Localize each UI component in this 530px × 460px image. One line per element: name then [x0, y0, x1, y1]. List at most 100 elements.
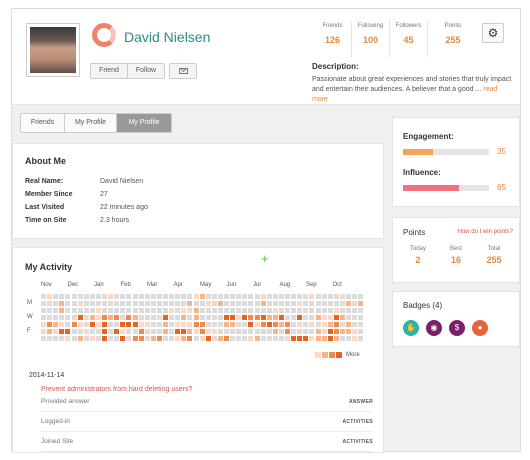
heatmap-cell[interactable] [211, 294, 217, 299]
heatmap-cell[interactable] [71, 315, 77, 320]
heatmap-cell[interactable] [187, 329, 193, 334]
heatmap-cell[interactable] [126, 322, 132, 327]
heatmap-cell[interactable] [315, 329, 321, 334]
heatmap-cell[interactable] [169, 336, 175, 341]
heatmap-cell[interactable] [126, 308, 132, 313]
heatmap-cell[interactable] [303, 336, 309, 341]
heatmap-cell[interactable] [236, 294, 242, 299]
heatmap-cell[interactable] [144, 322, 150, 327]
heatmap-cell[interactable] [236, 308, 242, 313]
heatmap-cell[interactable] [333, 301, 339, 306]
heatmap-cell[interactable] [83, 322, 89, 327]
heatmap-cell[interactable] [205, 329, 211, 334]
heatmap-cell[interactable] [169, 322, 175, 327]
heatmap-cell[interactable] [260, 301, 266, 306]
heatmap-cell[interactable] [89, 329, 95, 334]
heatmap-cell[interactable] [327, 301, 333, 306]
heatmap-cell[interactable] [108, 301, 114, 306]
heatmap-cell[interactable] [59, 294, 65, 299]
heatmap-cell[interactable] [114, 294, 120, 299]
heatmap-cell[interactable] [248, 322, 254, 327]
heatmap-cell[interactable] [71, 301, 77, 306]
heatmap-cell[interactable] [169, 301, 175, 306]
heatmap-cell[interactable] [358, 294, 364, 299]
heatmap-cell[interactable] [278, 315, 284, 320]
friend-button[interactable]: Friend [90, 63, 128, 79]
heatmap-cell[interactable] [77, 308, 83, 313]
heatmap-cell[interactable] [242, 322, 248, 327]
heatmap-cell[interactable] [150, 329, 156, 334]
heatmap-cell[interactable] [309, 294, 315, 299]
heatmap-cell[interactable] [297, 308, 303, 313]
heatmap-cell[interactable] [77, 329, 83, 334]
heatmap-cell[interactable] [169, 329, 175, 334]
heatmap-cell[interactable] [156, 329, 162, 334]
heatmap-cell[interactable] [248, 315, 254, 320]
heatmap-cell[interactable] [156, 308, 162, 313]
heatmap-cell[interactable] [236, 336, 242, 341]
heatmap-cell[interactable] [144, 315, 150, 320]
heatmap-cell[interactable] [303, 294, 309, 299]
heatmap-cell[interactable] [193, 308, 199, 313]
heatmap-cell[interactable] [199, 308, 205, 313]
heatmap-cell[interactable] [175, 308, 181, 313]
heatmap-cell[interactable] [59, 301, 65, 306]
heatmap-cell[interactable] [138, 322, 144, 327]
heatmap-cell[interactable] [217, 322, 223, 327]
heatmap-cell[interactable] [266, 301, 272, 306]
heatmap-cell[interactable] [181, 322, 187, 327]
heatmap-cell[interactable] [59, 308, 65, 313]
heatmap-cell[interactable] [339, 322, 345, 327]
heatmap-cell[interactable] [230, 322, 236, 327]
heatmap-cell[interactable] [266, 294, 272, 299]
heatmap-cell[interactable] [163, 322, 168, 327]
heatmap-cell[interactable] [114, 322, 120, 327]
heatmap-cell[interactable] [339, 336, 345, 341]
heatmap-cell[interactable] [339, 301, 345, 306]
message-button[interactable] [169, 63, 197, 79]
heatmap-cell[interactable] [205, 322, 211, 327]
heatmap-cell[interactable] [346, 308, 351, 313]
heatmap-cell[interactable] [187, 301, 193, 306]
heatmap-cell[interactable] [102, 336, 107, 341]
heatmap-cell[interactable] [89, 308, 95, 313]
heatmap-cell[interactable] [266, 322, 272, 327]
heatmap-cell[interactable] [260, 322, 266, 327]
heatmap-cell[interactable] [352, 294, 358, 299]
heatmap-cell[interactable] [224, 315, 229, 320]
heatmap-cell[interactable] [156, 301, 162, 306]
heatmap-cell[interactable] [108, 315, 114, 320]
heatmap-cell[interactable] [41, 315, 46, 320]
heatmap-cell[interactable] [315, 315, 321, 320]
tab-my-profile-active[interactable]: My Profile [117, 114, 171, 132]
heatmap-cell[interactable] [248, 329, 254, 334]
heatmap-cell[interactable] [272, 322, 278, 327]
heatmap-cell[interactable] [278, 301, 284, 306]
heatmap-cell[interactable] [346, 315, 351, 320]
heatmap-cell[interactable] [327, 315, 333, 320]
heatmap-cell[interactable] [126, 294, 132, 299]
heatmap-cell[interactable] [187, 322, 193, 327]
heatmap-cell[interactable] [358, 308, 364, 313]
heatmap-cell[interactable] [132, 301, 138, 306]
heatmap-cell[interactable] [89, 294, 95, 299]
heatmap-cell[interactable] [175, 322, 181, 327]
heatmap-cell[interactable] [278, 308, 284, 313]
heatmap-cell[interactable] [77, 294, 83, 299]
heatmap-cell[interactable] [346, 329, 351, 334]
heatmap-cell[interactable] [132, 315, 138, 320]
heatmap-cell[interactable] [169, 315, 175, 320]
heatmap-cell[interactable] [248, 336, 254, 341]
heatmap-cell[interactable] [358, 322, 364, 327]
heatmap-cell[interactable] [181, 308, 187, 313]
heatmap-cell[interactable] [346, 301, 351, 306]
heatmap-cell[interactable] [181, 329, 187, 334]
heatmap-cell[interactable] [205, 315, 211, 320]
heatmap-cell[interactable] [242, 301, 248, 306]
heatmap-cell[interactable] [47, 322, 53, 327]
heatmap-cell[interactable] [77, 315, 83, 320]
tab-friends[interactable]: Friends [21, 114, 65, 132]
heatmap-cell[interactable] [138, 336, 144, 341]
heatmap-cell[interactable] [285, 315, 290, 320]
heatmap-cell[interactable] [352, 329, 358, 334]
